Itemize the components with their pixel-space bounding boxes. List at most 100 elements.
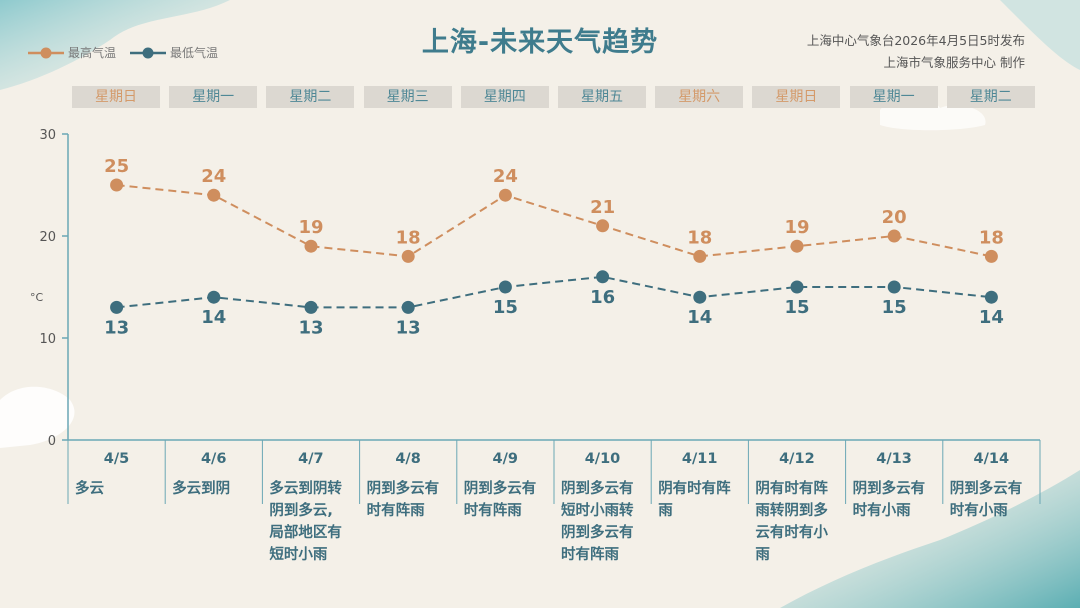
data-label-low: 14 — [979, 307, 1004, 328]
legend-low-label: 最低气温 — [170, 46, 219, 60]
day-forecast-cell: 4/5 多云 — [70, 448, 163, 500]
y-axis-unit: °C — [30, 291, 44, 304]
source-info: 上海中心气象台2026年4月5日5时发布 上海市气象服务中心 制作 — [807, 30, 1025, 74]
date-label: 4/14 — [973, 451, 1010, 467]
y-tick-label: 0 — [48, 434, 56, 449]
data-label-high: 18 — [687, 227, 712, 248]
weekday-label: 星期一 — [169, 86, 258, 108]
weather-condition-line: 局部地区有 — [269, 525, 342, 541]
weather-condition-line: 阴到多云, — [269, 503, 333, 519]
data-point-low — [887, 280, 901, 294]
weather-condition-line: 短时小雨 — [269, 547, 328, 563]
data-point-low — [790, 280, 804, 294]
date-label: 4/6 — [200, 451, 227, 467]
data-label-low: 13 — [298, 317, 323, 338]
weekday-label: 星期六 — [655, 86, 744, 108]
date-label: 4/11 — [681, 451, 718, 467]
weather-condition-line: 阴到多云有 — [463, 481, 537, 497]
data-point-low — [984, 290, 998, 304]
weather-condition-line: 时有阵雨 — [463, 503, 522, 519]
left-cloud — [0, 386, 75, 448]
weekday-label: 星期一 — [849, 86, 938, 108]
legend-item-high: 最高气温 — [28, 44, 116, 61]
bottom-right-wash — [780, 470, 1080, 608]
y-tick-label: 20 — [39, 230, 56, 245]
data-label-high: 25 — [104, 156, 129, 177]
data-point-low — [207, 290, 221, 304]
legend-low-marker-icon — [130, 47, 167, 58]
data-label-low: 13 — [396, 317, 421, 338]
data-point-low — [596, 270, 610, 284]
weekday-label: 星期二 — [946, 86, 1035, 108]
day-forecast-cell: 4/6 多云到阴 — [167, 448, 260, 500]
date-label: 4/10 — [584, 451, 621, 467]
legend-high-label: 最高气温 — [68, 46, 117, 60]
data-point-low — [498, 280, 512, 294]
data-point-high — [790, 239, 804, 253]
data-point-high — [887, 229, 901, 243]
source-line-1: 上海中心气象台2026年4月5日5时发布 — [806, 33, 1025, 48]
source-line-2: 上海市气象服务中心 制作 — [883, 55, 1025, 70]
y-tick-label: 30 — [39, 128, 56, 143]
y-tick-label: 10 — [39, 332, 56, 347]
day-forecast-cell: 4/8 阴到多云有时有阵雨 — [362, 448, 455, 522]
date-label: 4/8 — [395, 451, 421, 467]
date-label: 4/9 — [492, 451, 519, 467]
data-label-high: 24 — [493, 166, 518, 187]
top-left-wash — [0, 0, 230, 90]
day-forecast-cell: 4/9 阴到多云有时有阵雨 — [459, 448, 552, 522]
data-point-high — [401, 249, 415, 263]
weather-condition-line: 时有阵雨 — [561, 547, 619, 563]
data-label-low: 13 — [104, 317, 129, 338]
data-label-high: 20 — [882, 207, 907, 228]
day-forecast-cell: 4/13 阴到多云有 时有小雨 — [848, 448, 941, 522]
weather-condition-line: 雨 — [658, 503, 673, 519]
day-forecast-cell: 4/11 阴有时有阵雨 — [653, 448, 746, 522]
weather-condition-line: 雨 — [755, 547, 770, 563]
data-label-low: 16 — [590, 287, 615, 308]
data-point-low — [401, 300, 415, 314]
weather-condition-line: 阴有时有阵 — [658, 481, 731, 497]
data-point-high — [693, 249, 707, 263]
weather-condition-line: 多云 — [75, 481, 104, 497]
date-label: 4/13 — [876, 451, 912, 467]
legend-high-marker-icon — [28, 47, 64, 58]
data-label-high: 21 — [590, 197, 615, 218]
series-line-low — [116, 275, 992, 309]
weekday-label: 星期三 — [363, 86, 452, 108]
weather-condition-line: 时有小雨 — [949, 503, 1008, 519]
day-forecast-cell: 4/7 多云到阴转阴到多云, 局部地区有短时小雨 — [264, 448, 357, 566]
weather-condition-line: 阴到多云有 — [949, 481, 1023, 497]
weekday-label: 星期四 — [460, 86, 549, 108]
weather-condition-line: 阴到多云有 — [561, 481, 634, 497]
weekday-label: 星期二 — [266, 86, 355, 108]
weather-condition-line: 雨转阴到多 — [755, 503, 828, 519]
weather-condition-line: 短时小雨转 — [561, 503, 634, 519]
data-label-high: 18 — [396, 227, 421, 248]
weather-condition-line: 云有时有小 — [755, 525, 828, 541]
date-label: 4/7 — [298, 451, 324, 467]
data-point-high — [596, 219, 610, 233]
weather-condition-line: 时有阵雨 — [366, 503, 425, 519]
data-label-low: 14 — [687, 307, 712, 328]
date-label: 4/12 — [779, 451, 815, 467]
data-point-high — [207, 188, 221, 202]
weather-condition-line: 阴有时有阵 — [755, 481, 828, 497]
weather-condition-line: 时有小雨 — [852, 503, 911, 519]
legend: 最高气温 最低气温 — [28, 44, 232, 61]
day-forecast-cell: 4/10 阴到多云有 短时小雨转 阴到多云有 时有阵雨 — [556, 448, 649, 566]
weather-condition-line: 阴到多云有 — [366, 481, 440, 497]
data-point-low — [304, 300, 318, 314]
weekday-label: 星期日 — [752, 86, 841, 108]
data-point-high — [304, 239, 318, 253]
weekday-label: 星期五 — [558, 86, 646, 108]
top-right-wash — [1000, 0, 1080, 70]
weather-condition-line: 阴到多云有 — [561, 525, 634, 541]
data-label-high: 19 — [784, 217, 809, 238]
weather-condition-line: 多云到阴转 — [269, 481, 342, 497]
data-label-high: 24 — [201, 166, 226, 187]
weekday-label: 星期日 — [72, 86, 160, 108]
data-label-low: 15 — [493, 297, 518, 318]
